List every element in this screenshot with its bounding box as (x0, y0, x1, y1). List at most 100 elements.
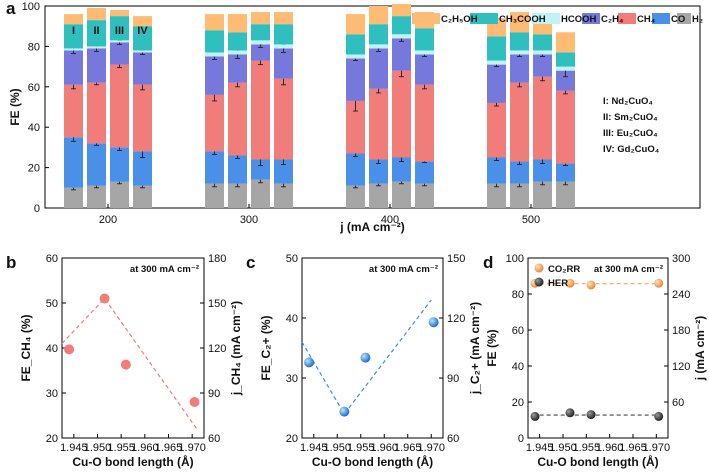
bar-segment (274, 44, 293, 49)
bar-segment (274, 78, 293, 160)
bar-segment (369, 48, 388, 89)
legend-label: H₂ (692, 14, 703, 25)
bar-segment (533, 159, 552, 182)
data-point (120, 359, 131, 370)
x-tick-label: 1.950 (84, 442, 112, 454)
x-tick-label: 1.970 (178, 442, 206, 454)
bar-segment (556, 52, 575, 67)
bar-segment (510, 12, 529, 33)
y2-tick-label: 120 (447, 313, 465, 325)
bar-segment (87, 48, 106, 83)
y-tick-label: 50 (286, 253, 298, 265)
bar-segment (64, 24, 83, 49)
bar-segment (110, 16, 129, 41)
bar-segment (510, 32, 529, 51)
bar-segment (64, 14, 83, 25)
data-point (304, 357, 315, 368)
bar-segment (251, 179, 270, 208)
data-point (189, 397, 200, 407)
y-tick-label: 80 (512, 289, 524, 301)
y-axis-label: FE (%) (8, 88, 22, 125)
bar-segment (228, 183, 247, 208)
plot-frame-b (61, 257, 205, 439)
bar-label-IV: IV (137, 25, 148, 37)
y2-tick-label: 120 (672, 361, 690, 373)
y2-tick-label: 300 (672, 253, 690, 265)
x-tick-label: 1.950 (323, 442, 351, 454)
legend-label: HCOOH (561, 14, 597, 25)
bar-segment (205, 30, 224, 53)
x-tick-label: 1.960 (370, 442, 398, 454)
bar-segment (346, 100, 365, 154)
bar-segment (274, 48, 293, 79)
bar-segment (392, 34, 411, 39)
bar-segment (64, 48, 83, 51)
panel-label-c: c (246, 253, 255, 272)
bar-segment (556, 90, 575, 164)
y-tick-label: 20 (286, 433, 298, 445)
bar-segment (251, 40, 270, 45)
bar-label-III: III (115, 25, 124, 37)
bar-segment (346, 153, 365, 186)
legend-swatch (412, 13, 440, 24)
x-tick-label: 400 (381, 214, 399, 226)
bar-segment (346, 14, 365, 35)
y-tick-label: 60 (28, 82, 40, 94)
y2-tick-label: 90 (208, 388, 220, 400)
bar-segment (228, 155, 247, 184)
y-tick-label: 100 (22, 1, 40, 13)
y-tick-label: 60 (512, 325, 524, 337)
data-point (360, 352, 371, 363)
bar-segment (110, 181, 129, 208)
data-point (339, 406, 350, 417)
bar-segment (110, 42, 129, 65)
bar-segment (133, 151, 152, 186)
bar-segment (87, 8, 106, 21)
bar-segment (556, 163, 575, 182)
y2-tick-label: 180 (672, 325, 690, 337)
bar-segment (533, 34, 552, 51)
bar-label-I: I (72, 25, 75, 37)
x-tick-label: 1.965 (394, 442, 422, 454)
bar-label-II: II (93, 25, 99, 37)
y-tick-label: 0 (518, 433, 524, 445)
bar-segment (346, 34, 365, 55)
bar-segment (110, 64, 129, 148)
legend-label: CH₃COOH (499, 14, 546, 25)
y2-axis-label: j (mA cm⁻²) (693, 316, 707, 382)
data-point (565, 278, 575, 288)
x-tick-label: 300 (240, 214, 258, 226)
legend-swatch (532, 13, 560, 24)
bar-segment (392, 181, 411, 208)
y-tick-label: 80 (28, 41, 40, 53)
panel-label-a: a (6, 0, 16, 18)
bar-segment (133, 84, 152, 152)
bar-segment (110, 10, 129, 17)
bar-segment (251, 159, 270, 180)
y-tick-label: 40 (28, 122, 40, 134)
bar-segment (205, 151, 224, 184)
data-point (654, 411, 664, 421)
bar-segment (133, 16, 152, 27)
bar-segment (415, 84, 434, 162)
bar-segment (133, 52, 152, 85)
bar-segment (251, 12, 270, 25)
bar-segment (415, 183, 434, 208)
y2-tick-label: 240 (672, 289, 690, 301)
y-tick-label: 0 (34, 203, 40, 215)
y2-tick-label: 90 (447, 373, 459, 385)
bar-segment (369, 159, 388, 184)
bar-segment (87, 143, 106, 186)
x-axis-label: Cu-O bond length (Å) (312, 454, 433, 469)
bar-segment (556, 181, 575, 208)
bar-segment (556, 70, 575, 91)
trend-line (61, 297, 198, 430)
bar-segment (64, 50, 83, 85)
y-tick-label: 100 (506, 253, 524, 265)
legend-swatch (470, 13, 498, 24)
panel-label-b: b (6, 253, 16, 272)
bar-segment (87, 185, 106, 208)
legend-swatch (582, 13, 600, 24)
bar-segment (110, 147, 129, 182)
bar-segment (205, 94, 224, 152)
